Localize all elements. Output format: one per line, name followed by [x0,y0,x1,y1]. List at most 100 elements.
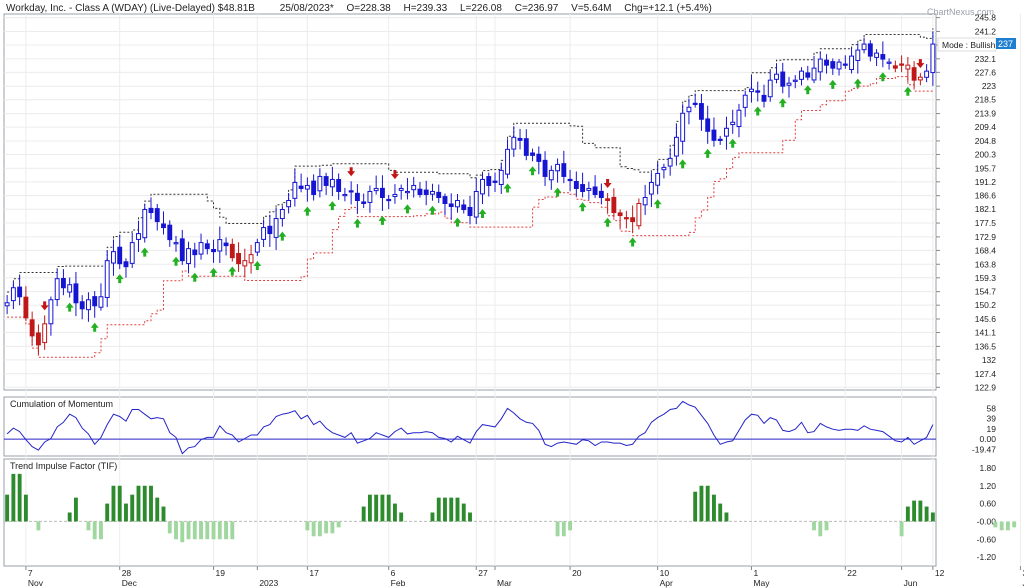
candle [767,70,773,102]
buy-arrow [553,187,562,197]
sell-arrow [40,301,49,311]
buy-arrow [678,159,687,169]
buy-arrow [803,85,812,95]
tif-bar [824,521,829,531]
momentum-tick-label: 0.00 [979,434,996,444]
candle-body [455,199,460,208]
momentum-tick-label: 58 [987,404,997,414]
candle-body [630,217,636,223]
tif-bar [468,512,472,522]
buy-arrow [903,86,912,96]
tif-bar [230,521,235,540]
panel-frames [3,13,937,567]
candle-body [555,163,561,172]
candle [442,193,448,216]
date-tick-label: 3 [1022,568,1024,578]
candle-body [311,180,317,195]
buy-arrow [528,166,537,176]
tif-bar [993,521,998,528]
candle [411,176,417,198]
tif-bar [705,485,710,522]
candle-body [367,190,373,203]
candle [204,239,210,255]
candle-body [79,301,85,310]
candle-body [361,201,367,205]
candle-body [29,319,35,337]
candle-body [117,246,123,265]
candle [329,166,335,197]
price-tick-label: 127.4 [975,369,997,379]
candle-body [417,188,423,195]
candle-body [323,176,329,186]
candle-body [680,112,686,142]
momentum-line [6,400,934,455]
candle [267,214,273,247]
price-tick-label: 168.4 [975,245,997,255]
candle-body [917,76,923,81]
candle [799,67,804,86]
candle-body [42,323,48,344]
candle [42,315,48,350]
date-tick-label: 6 [391,568,396,578]
price-tick-label: 163.8 [975,259,997,269]
candle [455,193,460,213]
candle [92,291,98,318]
candle [611,188,617,218]
candle [473,178,479,225]
price-tick-label: 186.6 [975,191,997,201]
date-tick-sublabel: Apr [660,578,673,588]
candle [686,98,692,125]
buy-arrow [140,247,149,257]
tif-bar [211,521,216,540]
candle-body [304,184,310,190]
tif-bar [117,485,122,522]
candle [911,61,917,89]
candle-body [4,302,10,307]
last-price-tag [996,38,1016,49]
date-tick-sublabel: Jun [904,578,918,588]
quote-volume: V=5.64M [571,3,612,14]
candle-body [54,278,60,301]
candle-body [473,190,479,218]
candle [724,116,729,150]
candle [780,62,786,94]
candle [242,248,248,278]
candle-body [511,136,517,150]
candle-body [229,243,235,259]
candle [811,55,817,84]
candle-body [623,217,629,220]
candle-body [254,242,260,253]
candle [254,238,260,257]
price-tick-label: 245.8 [975,13,997,23]
candle-body [849,55,854,71]
candle [905,57,911,82]
candle-body [442,196,448,205]
momentum-tick-label: 19 [987,424,997,434]
candle-body [592,186,598,195]
buy-arrow [228,266,237,276]
candle [555,158,561,183]
price-axis: 245.8241.2236.7232.1227.6223218.5213.920… [936,13,997,392]
tif-bar [374,494,379,522]
candle-body [667,157,673,167]
candle-body [467,206,473,217]
candle [673,124,679,166]
price-tick-label: 195.7 [975,163,997,173]
candle-body [573,180,579,189]
candle-body [60,278,66,289]
candle [223,237,229,256]
candle-body [236,252,242,265]
security-title: Workday, Inc. - Class A (WDAY) (Live-Del… [6,3,255,14]
tif-bar [1012,521,1017,528]
buy-arrow [65,302,74,312]
buy-arrow [878,72,887,82]
date-tick-label: 17 [309,568,319,578]
grid-lines [4,14,1021,566]
buy-arrow [778,98,787,108]
candle-body [742,94,748,108]
tif-bar [142,485,147,522]
candle-body [348,190,354,193]
date-tick-sublabel: May [753,578,770,588]
candle [104,250,110,308]
